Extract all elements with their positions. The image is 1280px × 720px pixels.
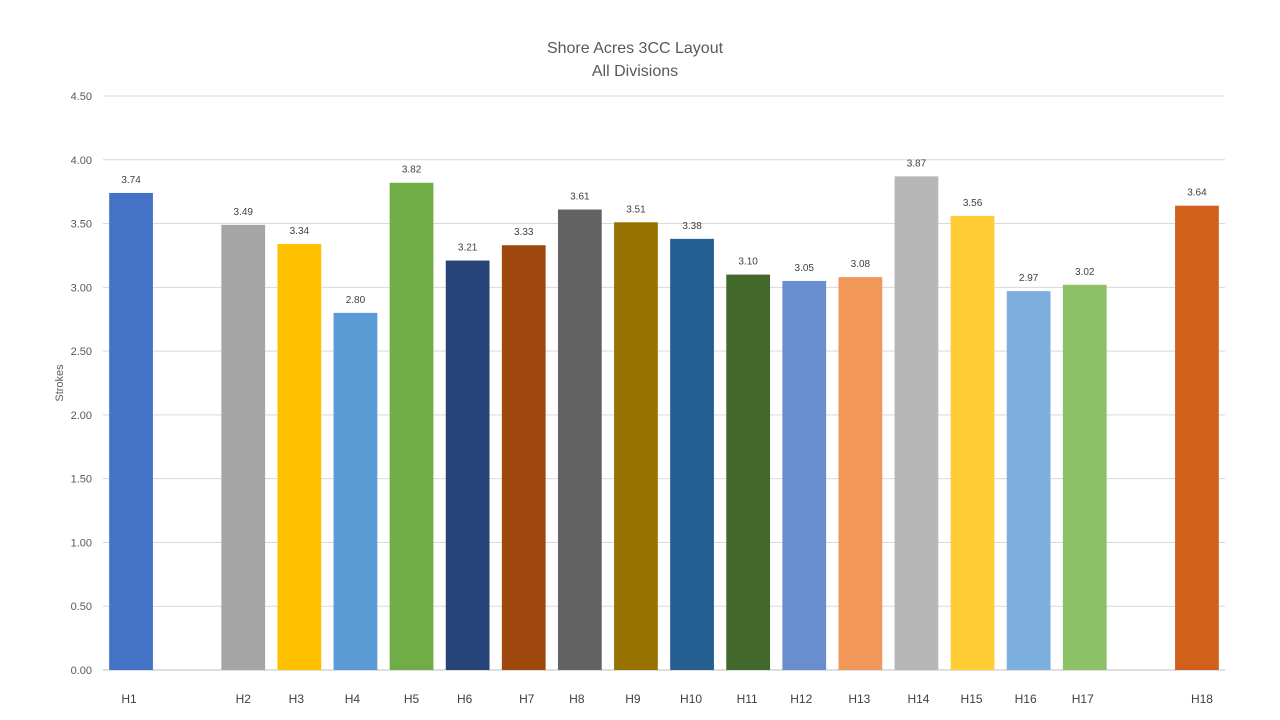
category-label-h11: H11	[737, 692, 758, 706]
data-label-h3: 3.34	[290, 226, 310, 237]
category-label-h13: H13	[848, 692, 870, 706]
data-label-h1: 3.74	[121, 175, 141, 186]
y-tick-label: 1.00	[71, 537, 92, 549]
chart-subtitle: All Divisions	[592, 63, 678, 80]
y-tick-label: 4.50	[71, 91, 92, 103]
category-label-h3: H3	[289, 692, 305, 706]
bar-h15	[950, 215, 995, 670]
category-label-h10: H10	[680, 692, 702, 706]
data-label-h11: 3.10	[738, 257, 758, 268]
category-label-h12: H12	[790, 692, 812, 706]
bar-h3	[277, 243, 322, 670]
bar-h1	[109, 192, 153, 671]
bar-h10	[670, 238, 714, 670]
bar-h7	[501, 245, 546, 671]
category-label-h5: H5	[404, 692, 420, 706]
category-label-h7: H7	[519, 692, 535, 706]
data-labels: 3.74 3.49 3.34 2.80 3.82 3.21 3.33 3.61 3.51 3.38…	[121, 158, 1207, 305]
data-label-h4: 2.80	[346, 295, 366, 306]
bar-h13	[838, 277, 883, 670]
bar-h9	[614, 222, 658, 670]
y-tick-label: 3.50	[71, 219, 92, 231]
data-label-h7: 3.33	[514, 227, 534, 238]
bar-h14	[894, 176, 939, 671]
data-label-h2: 3.49	[234, 207, 254, 218]
category-label-h15: H15	[961, 692, 983, 706]
bar-h8	[557, 209, 602, 670]
y-tick-label: 2.50	[71, 346, 92, 358]
data-label-h6: 3.21	[458, 243, 478, 254]
bar-h17	[1062, 284, 1107, 670]
bars	[109, 176, 1219, 671]
x-axis-categories: H1 H2 H3 H4 H5 H6 H7 H8 H9 H10 H11 H12 H13 H14 H15 H16 H…	[121, 692, 1213, 706]
category-label-h17: H17	[1072, 692, 1094, 706]
y-tick-label: 2.00	[71, 410, 92, 422]
y-axis-title: Strokes	[54, 364, 66, 402]
category-label-h1: H1	[121, 692, 137, 706]
data-label-h16: 2.97	[1019, 273, 1039, 284]
bar-h2	[221, 224, 266, 670]
data-label-h14: 3.87	[907, 158, 927, 169]
y-tick-label: 4.00	[71, 155, 92, 167]
bar-h16	[1006, 291, 1051, 670]
data-label-h5: 3.82	[402, 165, 422, 176]
category-label-h16: H16	[1015, 692, 1037, 706]
y-tick-label: 3.00	[71, 282, 92, 294]
bar-h11	[726, 274, 771, 670]
bar-h5	[389, 182, 434, 670]
y-axis-ticks: 0.00 0.50 1.00 1.50 2.00 2.50 3.00 3.50 4.00 4.50	[71, 91, 92, 677]
category-label-h4: H4	[345, 692, 361, 706]
chart-title: Shore Acres 3CC Layout	[547, 40, 724, 57]
data-label-h10: 3.38	[682, 221, 702, 232]
category-label-h18: H18	[1191, 692, 1213, 706]
category-label-h2: H2	[236, 692, 252, 706]
category-label-h9: H9	[625, 692, 641, 706]
gridlines	[103, 95, 1225, 671]
data-label-h13: 3.08	[851, 259, 871, 270]
data-label-h15: 3.56	[963, 198, 983, 209]
category-label-h8: H8	[569, 692, 585, 706]
bar-h6	[445, 260, 490, 670]
category-label-h14: H14	[907, 692, 929, 706]
data-label-h8: 3.61	[570, 192, 590, 203]
category-label-h6: H6	[457, 692, 473, 706]
data-label-h9: 3.51	[626, 204, 646, 215]
y-tick-label: 0.00	[71, 665, 92, 677]
y-tick-label: 1.50	[71, 474, 92, 486]
bar-h4	[333, 312, 378, 670]
data-label-h18: 3.64	[1187, 188, 1207, 199]
data-label-h17: 3.02	[1075, 267, 1095, 278]
bar-h12	[782, 280, 827, 670]
bar-h18	[1175, 205, 1219, 670]
y-tick-label: 0.50	[71, 601, 92, 613]
data-label-h12: 3.05	[795, 263, 815, 274]
